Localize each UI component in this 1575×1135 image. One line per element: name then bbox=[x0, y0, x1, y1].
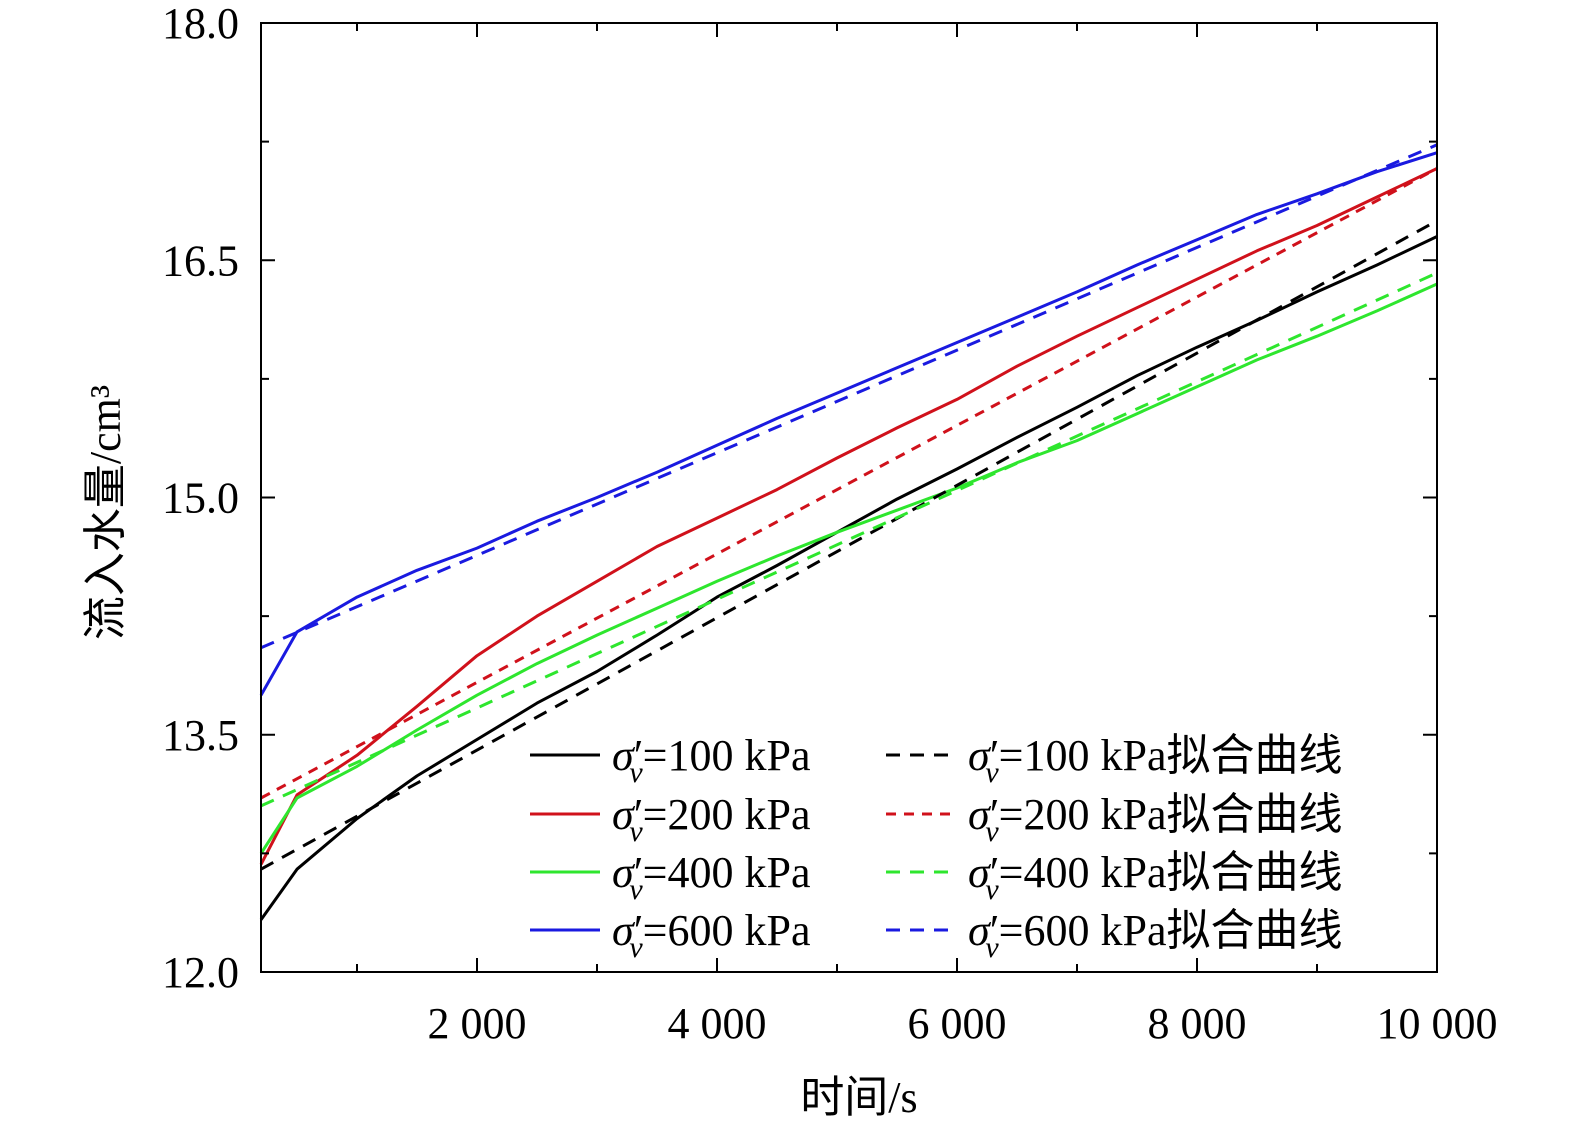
legend-subscript: v bbox=[629, 873, 643, 906]
legend-prime: ′ bbox=[634, 906, 644, 955]
legend-sigma: σ bbox=[612, 731, 636, 780]
legend-rest: =200 kPa bbox=[643, 790, 811, 839]
legend-prime: ′ bbox=[634, 848, 644, 897]
legend-label: σ′v=200 kPa拟合曲线 bbox=[968, 790, 1342, 848]
x-tick-label: 4 000 bbox=[668, 999, 767, 1048]
legend-sigma: σ bbox=[968, 848, 992, 897]
series-line-7 bbox=[260, 271, 1438, 808]
x-axis-label: 时间/s bbox=[800, 1073, 917, 1122]
legend-prime: ′ bbox=[990, 906, 1000, 955]
legend-label: σ′v=600 kPa bbox=[612, 906, 810, 964]
series-line-6 bbox=[260, 167, 1438, 800]
legend-prime: ′ bbox=[990, 848, 1000, 897]
series-line-5 bbox=[260, 219, 1438, 871]
x-tick-label: 2 000 bbox=[428, 999, 527, 1048]
y-tick-label: 12.0 bbox=[162, 948, 239, 997]
y-axis-label: 流入水量/cm³ bbox=[81, 385, 130, 640]
legend-subscript: v bbox=[985, 873, 999, 906]
y-tick-label: 16.5 bbox=[162, 236, 239, 285]
axis-ticks: 2 000 4 000 6 000 8 000 10 000 12.0 13.5 15.0 16… bbox=[162, 0, 1498, 1048]
legend-rest: =100 kPa拟合曲线 bbox=[999, 731, 1343, 780]
legend-rest: =200 kPa拟合曲线 bbox=[999, 790, 1343, 839]
legend-label: σ′v=100 kPa bbox=[612, 731, 810, 789]
legend-prime: ′ bbox=[634, 731, 644, 780]
legend-sigma: σ bbox=[612, 906, 636, 955]
legend-label: σ′v=400 kPa bbox=[612, 848, 810, 906]
legend-subscript: v bbox=[985, 931, 999, 964]
legend-sigma: σ bbox=[612, 790, 636, 839]
legend-subscript: v bbox=[629, 815, 643, 848]
series-line-8 bbox=[260, 143, 1438, 650]
y-tick-label: 15.0 bbox=[162, 474, 239, 523]
legend-prime: ′ bbox=[990, 731, 1000, 780]
legend-rest: =400 kPa bbox=[643, 848, 811, 897]
legend-sigma: σ bbox=[968, 731, 992, 780]
legend-subscript: v bbox=[985, 756, 999, 789]
legend-sigma: σ bbox=[968, 906, 992, 955]
legend-rest: =400 kPa拟合曲线 bbox=[999, 848, 1343, 897]
series-line-2 bbox=[259, 167, 1438, 866]
legend-prime: ′ bbox=[634, 790, 644, 839]
legend-subscript: v bbox=[629, 931, 643, 964]
legend-sigma: σ bbox=[968, 790, 992, 839]
legend-subscript: v bbox=[629, 756, 643, 789]
y-tick-label: 13.5 bbox=[162, 711, 239, 760]
x-tick-label: 10 000 bbox=[1377, 999, 1498, 1048]
y-tick-label: 18.0 bbox=[162, 0, 239, 48]
x-tick-label: 8 000 bbox=[1148, 999, 1247, 1048]
series-line-3 bbox=[259, 282, 1438, 855]
legend-label: σ′v=100 kPa拟合曲线 bbox=[968, 731, 1342, 789]
plot-marks bbox=[259, 143, 1438, 921]
legend-label: σ′v=600 kPa拟合曲线 bbox=[968, 906, 1342, 964]
series-line-4 bbox=[259, 151, 1438, 696]
legend-label: σ′v=200 kPa bbox=[612, 790, 810, 848]
legend-rest: =600 kPa bbox=[643, 906, 811, 955]
legend-prime: ′ bbox=[990, 790, 1000, 839]
x-tick-label: 6 000 bbox=[908, 999, 1007, 1048]
legend-rest: =100 kPa bbox=[643, 731, 811, 780]
legend-rest: =600 kPa拟合曲线 bbox=[999, 906, 1343, 955]
legend-label: σ′v=400 kPa拟合曲线 bbox=[968, 848, 1342, 906]
legend-sigma: σ bbox=[612, 848, 636, 897]
legend-subscript: v bbox=[985, 815, 999, 848]
